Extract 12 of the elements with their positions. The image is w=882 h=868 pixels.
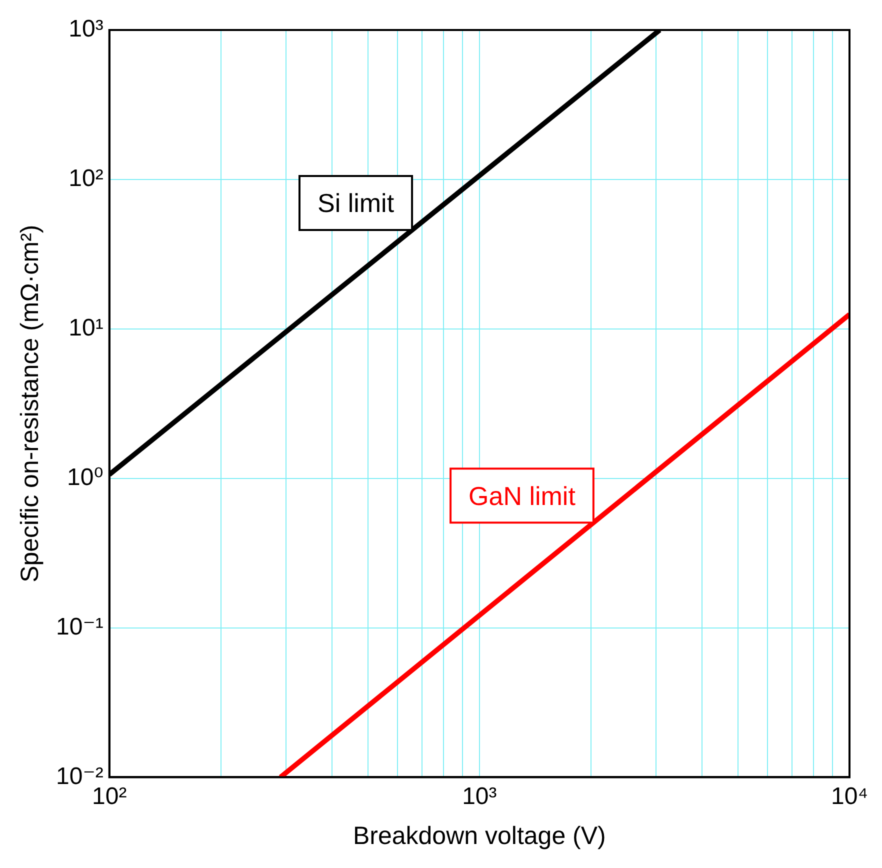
x-tick-label: 10⁴: [830, 783, 868, 810]
y-tick-label: 10⁻¹: [56, 613, 104, 640]
y-axis-title: Specific on-resistance (mΩ·cm²): [16, 224, 44, 582]
x-axis-title: Breakdown voltage (V): [352, 822, 606, 850]
y-tick-label: 10³: [68, 16, 104, 43]
x-tick-label: 10²: [92, 783, 127, 810]
x-tick-label: 10³: [462, 783, 497, 810]
y-tick-label: 10²: [68, 165, 104, 192]
y-tick-label: 10⁰: [67, 464, 104, 491]
y-tick-label: 10¹: [68, 314, 104, 342]
series-label: GaN limit: [468, 480, 576, 511]
series-label: Si limit: [317, 188, 395, 218]
